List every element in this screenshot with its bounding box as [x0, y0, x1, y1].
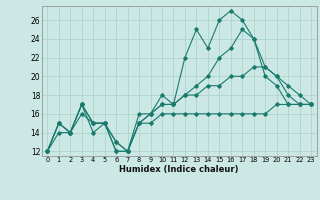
X-axis label: Humidex (Indice chaleur): Humidex (Indice chaleur)	[119, 165, 239, 174]
